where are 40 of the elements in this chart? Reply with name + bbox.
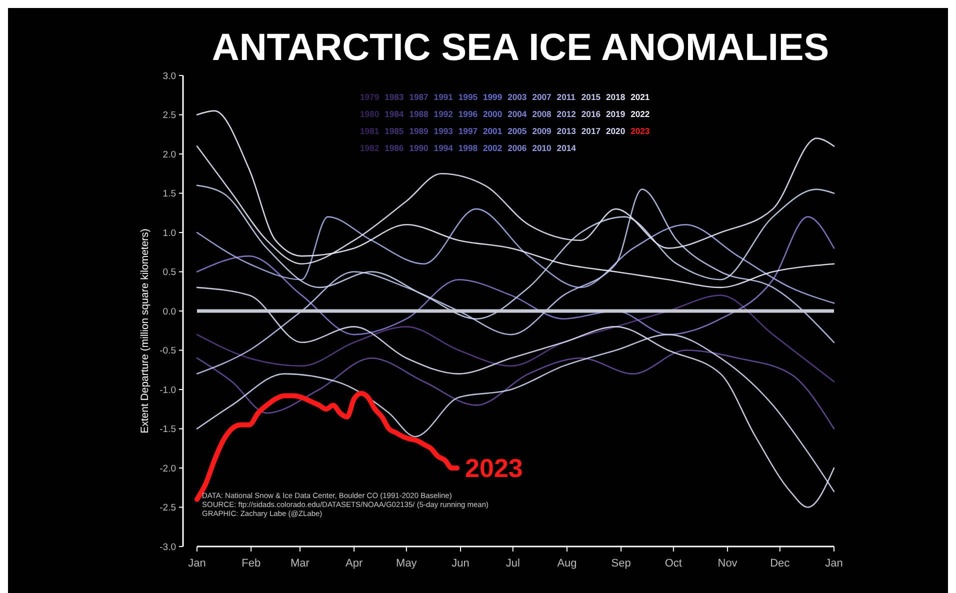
y-tick-label: -3.0: [160, 542, 176, 553]
x-tick-label: Jul: [506, 558, 520, 570]
y-tick-label: 1.5: [162, 188, 176, 200]
x-tick-label: Apr: [346, 558, 363, 570]
x-tick-label: Aug: [557, 558, 577, 570]
series-label: 2023: [465, 453, 523, 484]
y-tick-label: 2.5: [162, 110, 176, 122]
x-tick-label: Nov: [718, 558, 738, 570]
y-tick-label: -2.5: [160, 502, 176, 514]
line-series: [196, 216, 835, 336]
y-tick-label: -1.5: [160, 424, 176, 436]
line-series: [196, 188, 835, 374]
y-tick-label: 3.0: [162, 70, 176, 82]
text: 1979 1983 1987 1991 1995 1999 2003 2007 2011 2015 2018 2021: [360, 92, 650, 102]
y-tick-label: 0.5: [162, 267, 176, 278]
x-tick-label: May: [396, 558, 418, 570]
line-series: [196, 294, 835, 382]
y-axis-title: Extent Departure (million square kilometers): [139, 228, 151, 434]
x-tick-label: Mar: [290, 558, 310, 570]
x-tick-label: Jun: [452, 558, 470, 570]
y-tick-label: -1.0: [160, 384, 176, 396]
x-tick-label: Dec: [770, 558, 790, 570]
y-tick-label: 0.0: [162, 306, 176, 318]
line-series: [196, 350, 835, 430]
text: 1982 1986 1990 1994 1998 2002 2006 2010 2014: [360, 143, 576, 153]
x-tick-label: Feb: [242, 558, 261, 570]
y-tick-label: 1.0: [162, 228, 176, 239]
x-tick-label: Oct: [664, 558, 682, 570]
x-tick-label: Jan: [825, 558, 843, 570]
text: 1980 1984 1988 1992 1996 2000 2004 2008 2012 2016 2019 2022: [360, 109, 650, 119]
y-tick-label: 2.0: [162, 149, 176, 160]
x-tick-label: Sep: [611, 558, 631, 570]
text: 1981 1985 1989 1993 1997 2001 2005 2009 2013 2017 2020 2023: [360, 126, 650, 136]
y-tick-label: -2.0: [160, 463, 176, 474]
y-tick-label: -0.5: [160, 346, 176, 357]
line-series: [196, 286, 835, 508]
line-series: [196, 208, 835, 304]
x-tick-label: Jan: [188, 558, 206, 570]
chart-title: ANTARCTIC SEA ICE ANOMALIES: [212, 27, 830, 69]
line-series: [196, 110, 835, 288]
